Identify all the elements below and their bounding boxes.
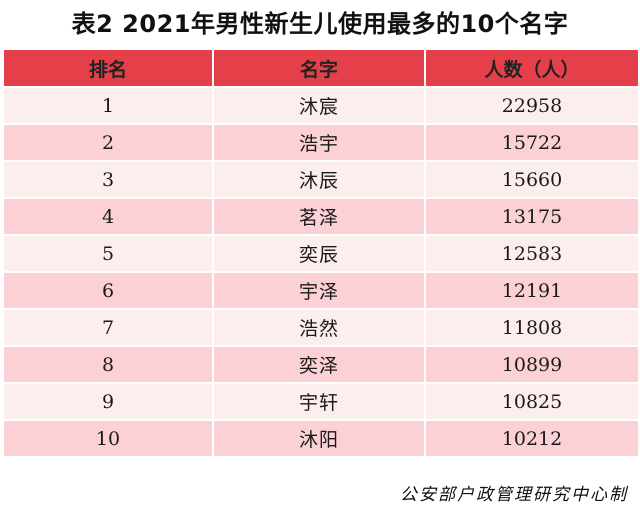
count-cell: 15660 [424,160,640,199]
count-cell: 12191 [424,271,640,310]
table-row: 8 奕泽 10899 [2,345,640,384]
rank-cell: 7 [2,308,214,347]
count-cell: 11808 [424,308,640,347]
count-cell: 12583 [424,234,640,273]
rank-cell: 2 [2,123,214,162]
rank-cell: 6 [2,271,214,310]
source-credit: 公安部户政管理研究中心制 [400,485,628,505]
table-row: 2 浩宇 15722 [2,123,640,162]
table-row: 6 宇泽 12191 [2,271,640,310]
table-title: 表2 2021年男性新生儿使用最多的10个名字 [71,10,569,38]
name-cell: 宇轩 [212,382,426,421]
count-cell: 10825 [424,382,640,421]
name-cell: 沐辰 [212,160,426,199]
table-row: 10 沐阳 10212 [2,419,640,458]
table-body: 1 沐宸 22958 2 浩宇 15722 3 沐辰 15660 4 茗泽 13… [2,86,640,458]
count-cell: 10212 [424,419,640,458]
name-cell: 奕泽 [212,345,426,384]
table-row: 5 奕辰 12583 [2,234,640,273]
table-row: 3 沐辰 15660 [2,160,640,199]
names-ranking-table: 排名 名字 人数（人） 1 沐宸 22958 2 浩宇 15722 3 沐辰 1… [2,48,640,458]
name-cell: 浩然 [212,308,426,347]
name-cell: 奕辰 [212,234,426,273]
rank-cell: 5 [2,234,214,273]
rank-cell: 10 [2,419,214,458]
name-cell: 沐宸 [212,86,426,125]
table-row: 1 沐宸 22958 [2,86,640,125]
header-name: 名字 [212,48,426,88]
table-row: 9 宇轩 10825 [2,382,640,421]
name-cell: 浩宇 [212,123,426,162]
header-count: 人数（人） [424,48,640,88]
name-cell: 宇泽 [212,271,426,310]
count-cell: 22958 [424,86,640,125]
count-cell: 10899 [424,345,640,384]
header-rank: 排名 [2,48,214,88]
count-cell: 13175 [424,197,640,236]
rank-cell: 8 [2,345,214,384]
name-cell: 沐阳 [212,419,426,458]
name-cell: 茗泽 [212,197,426,236]
rank-cell: 1 [2,86,214,125]
table-row: 4 茗泽 13175 [2,197,640,236]
rank-cell: 9 [2,382,214,421]
table-row: 7 浩然 11808 [2,308,640,347]
rank-cell: 4 [2,197,214,236]
count-cell: 15722 [424,123,640,162]
rank-cell: 3 [2,160,214,199]
table-header: 排名 名字 人数（人） [2,48,640,88]
header-row: 排名 名字 人数（人） [2,48,640,88]
